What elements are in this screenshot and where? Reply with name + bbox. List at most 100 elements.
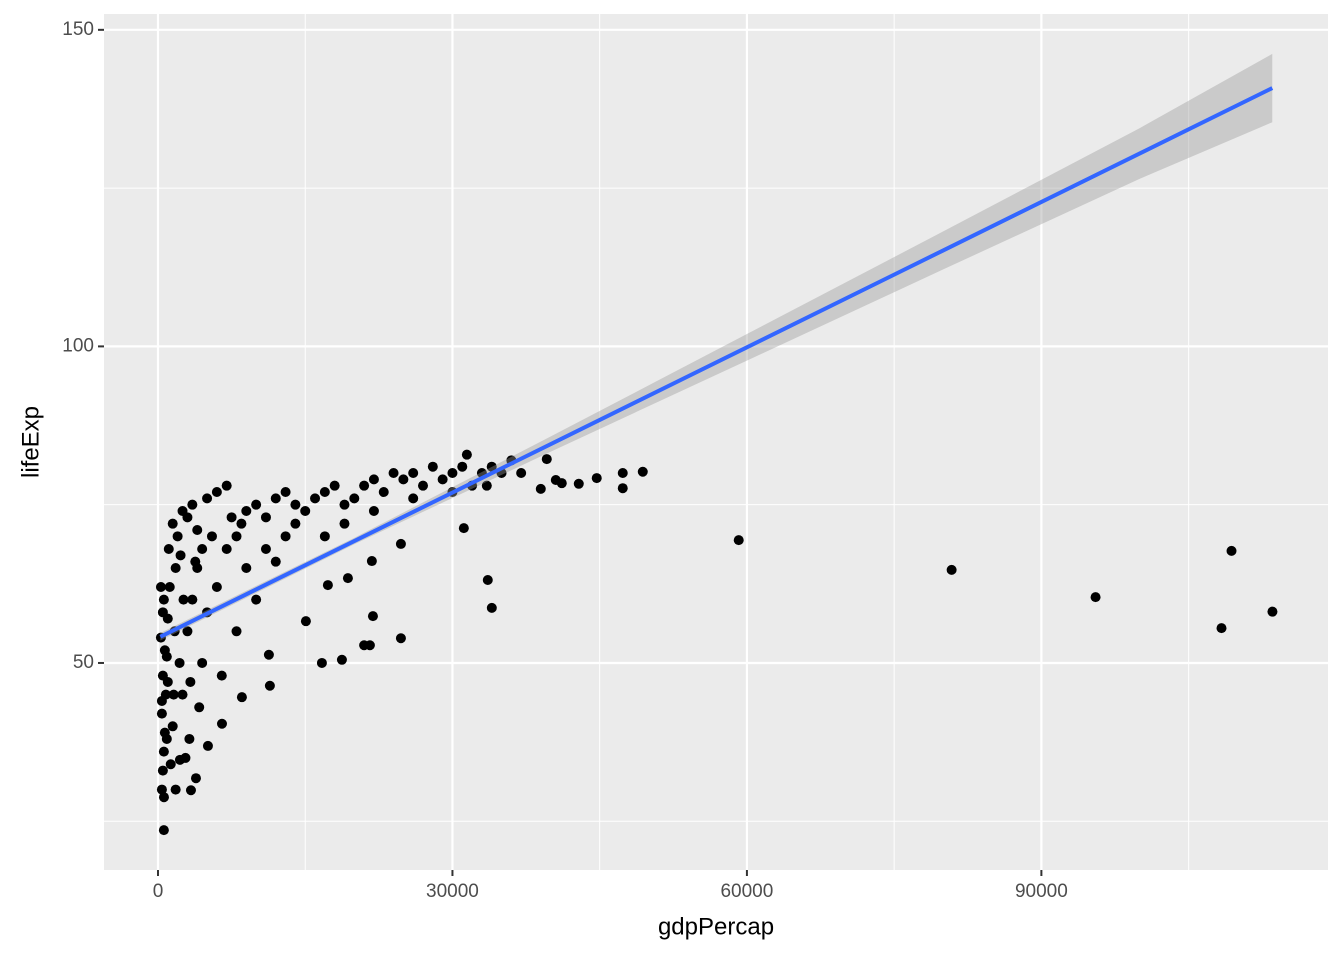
y-tick-label: 150	[62, 19, 94, 40]
point	[280, 531, 291, 542]
point	[174, 657, 185, 668]
point	[339, 518, 350, 529]
point	[185, 676, 196, 687]
x-tick-label: 60000	[720, 881, 773, 902]
point	[185, 785, 196, 796]
point	[329, 480, 340, 491]
point	[437, 474, 448, 485]
point	[617, 483, 628, 494]
point	[197, 544, 208, 554]
point	[408, 468, 419, 479]
point	[157, 607, 168, 618]
point	[395, 633, 406, 644]
point	[316, 657, 327, 668]
point	[221, 544, 232, 554]
point	[231, 626, 242, 637]
point	[251, 499, 262, 510]
fit-line	[159, 86, 1274, 639]
point	[158, 792, 169, 803]
point	[359, 480, 370, 491]
point	[280, 487, 291, 498]
point	[617, 468, 628, 479]
point	[378, 487, 389, 498]
point	[162, 676, 173, 687]
point	[461, 449, 472, 460]
point	[206, 531, 217, 542]
point	[1216, 623, 1227, 634]
point	[733, 535, 744, 546]
point	[174, 754, 185, 765]
point	[170, 562, 181, 573]
point	[236, 518, 247, 529]
point	[156, 695, 167, 706]
point	[161, 733, 172, 744]
point	[486, 602, 497, 613]
point	[184, 733, 195, 744]
point	[270, 556, 281, 567]
point	[368, 506, 379, 517]
point	[177, 689, 188, 700]
point	[197, 657, 208, 668]
point	[300, 616, 311, 627]
point	[408, 493, 419, 504]
point	[264, 680, 275, 691]
point	[251, 594, 262, 605]
point	[270, 493, 281, 504]
point	[516, 468, 527, 479]
point	[241, 506, 252, 517]
point	[482, 575, 493, 586]
point	[156, 708, 167, 719]
point	[322, 580, 333, 591]
point	[263, 649, 274, 660]
point	[336, 654, 347, 665]
x-axis-title: gdpPercap	[658, 913, 774, 940]
point	[535, 483, 546, 494]
point	[241, 562, 252, 573]
point	[366, 556, 377, 567]
point	[216, 670, 227, 681]
point	[359, 640, 370, 651]
point	[170, 784, 181, 795]
point	[290, 518, 301, 529]
point	[226, 512, 237, 523]
point	[168, 689, 179, 700]
point	[158, 594, 169, 605]
point	[221, 480, 232, 491]
point	[182, 512, 193, 523]
point	[310, 493, 321, 504]
point	[367, 611, 378, 622]
point	[190, 556, 201, 567]
point	[637, 466, 648, 477]
point	[1090, 592, 1101, 603]
point	[211, 487, 222, 498]
point	[182, 626, 193, 637]
point	[236, 692, 247, 703]
point	[172, 531, 183, 542]
y-tick-label: 50	[73, 652, 94, 673]
point	[300, 506, 311, 517]
point	[457, 461, 468, 472]
point	[156, 784, 167, 795]
point	[231, 531, 242, 542]
point	[202, 740, 213, 751]
point	[398, 474, 409, 485]
point	[541, 454, 552, 465]
point	[192, 525, 203, 536]
point	[591, 473, 602, 484]
point	[447, 468, 458, 479]
point	[167, 721, 178, 732]
point	[1267, 606, 1278, 617]
point	[175, 550, 186, 561]
point	[418, 480, 429, 491]
point	[167, 518, 178, 529]
point	[187, 499, 198, 510]
point	[158, 825, 169, 836]
panel	[104, 14, 1328, 870]
point	[1226, 545, 1237, 556]
point	[163, 544, 174, 554]
point	[349, 493, 360, 504]
point	[165, 759, 176, 770]
x-tick-label: 90000	[1015, 881, 1068, 902]
